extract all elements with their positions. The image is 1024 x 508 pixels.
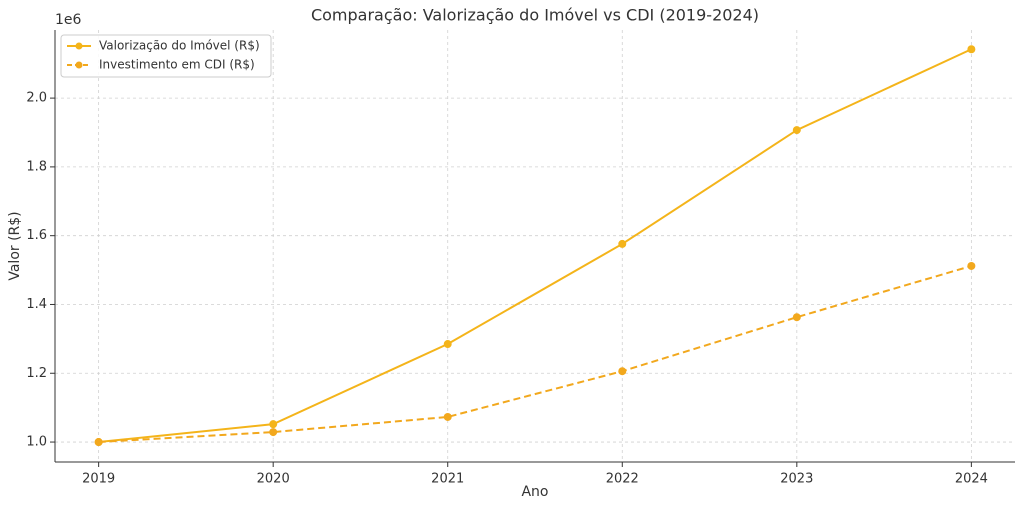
y-tick-label: 2.0 [26, 91, 47, 106]
data-point [967, 45, 976, 54]
y-axis-label: Valor (R$) [7, 211, 23, 280]
data-point [618, 367, 627, 376]
y-offset-label: 1e6 [55, 12, 82, 28]
x-axis-label: Ano [521, 484, 548, 500]
y-tick-label: 1.4 [26, 297, 47, 312]
series-line [98, 48, 972, 444]
data-point [792, 313, 801, 322]
y-tick-label: 1.8 [26, 159, 47, 174]
data-point [269, 428, 278, 437]
x-tick-label: 2024 [955, 472, 988, 487]
data-point [967, 261, 976, 270]
y-tick-label: 1.0 [26, 435, 47, 450]
y-tick-label: 1.6 [26, 228, 47, 243]
legend-marker [75, 61, 83, 69]
x-tick-label: 2021 [431, 472, 464, 487]
data-point [443, 412, 452, 421]
chart-title: Comparação: Valorização do Imóvel vs CDI… [311, 6, 759, 25]
legend-marker [75, 42, 83, 50]
legend-box [60, 34, 272, 78]
x-tick-label: 2022 [606, 472, 639, 487]
data-point [94, 438, 103, 447]
data-point [269, 420, 278, 429]
data-point [792, 126, 801, 135]
legend-label: Investimento em CDI (R$) [99, 58, 255, 72]
data-point [443, 340, 452, 349]
series-line [98, 264, 972, 444]
x-tick-label: 2019 [82, 472, 115, 487]
legend-label: Valorização do Imóvel (R$) [99, 39, 260, 53]
x-tick-label: 2023 [780, 472, 813, 487]
data-point [618, 239, 627, 248]
x-tick-label: 2020 [257, 472, 290, 487]
y-tick-label: 1.2 [26, 366, 47, 381]
